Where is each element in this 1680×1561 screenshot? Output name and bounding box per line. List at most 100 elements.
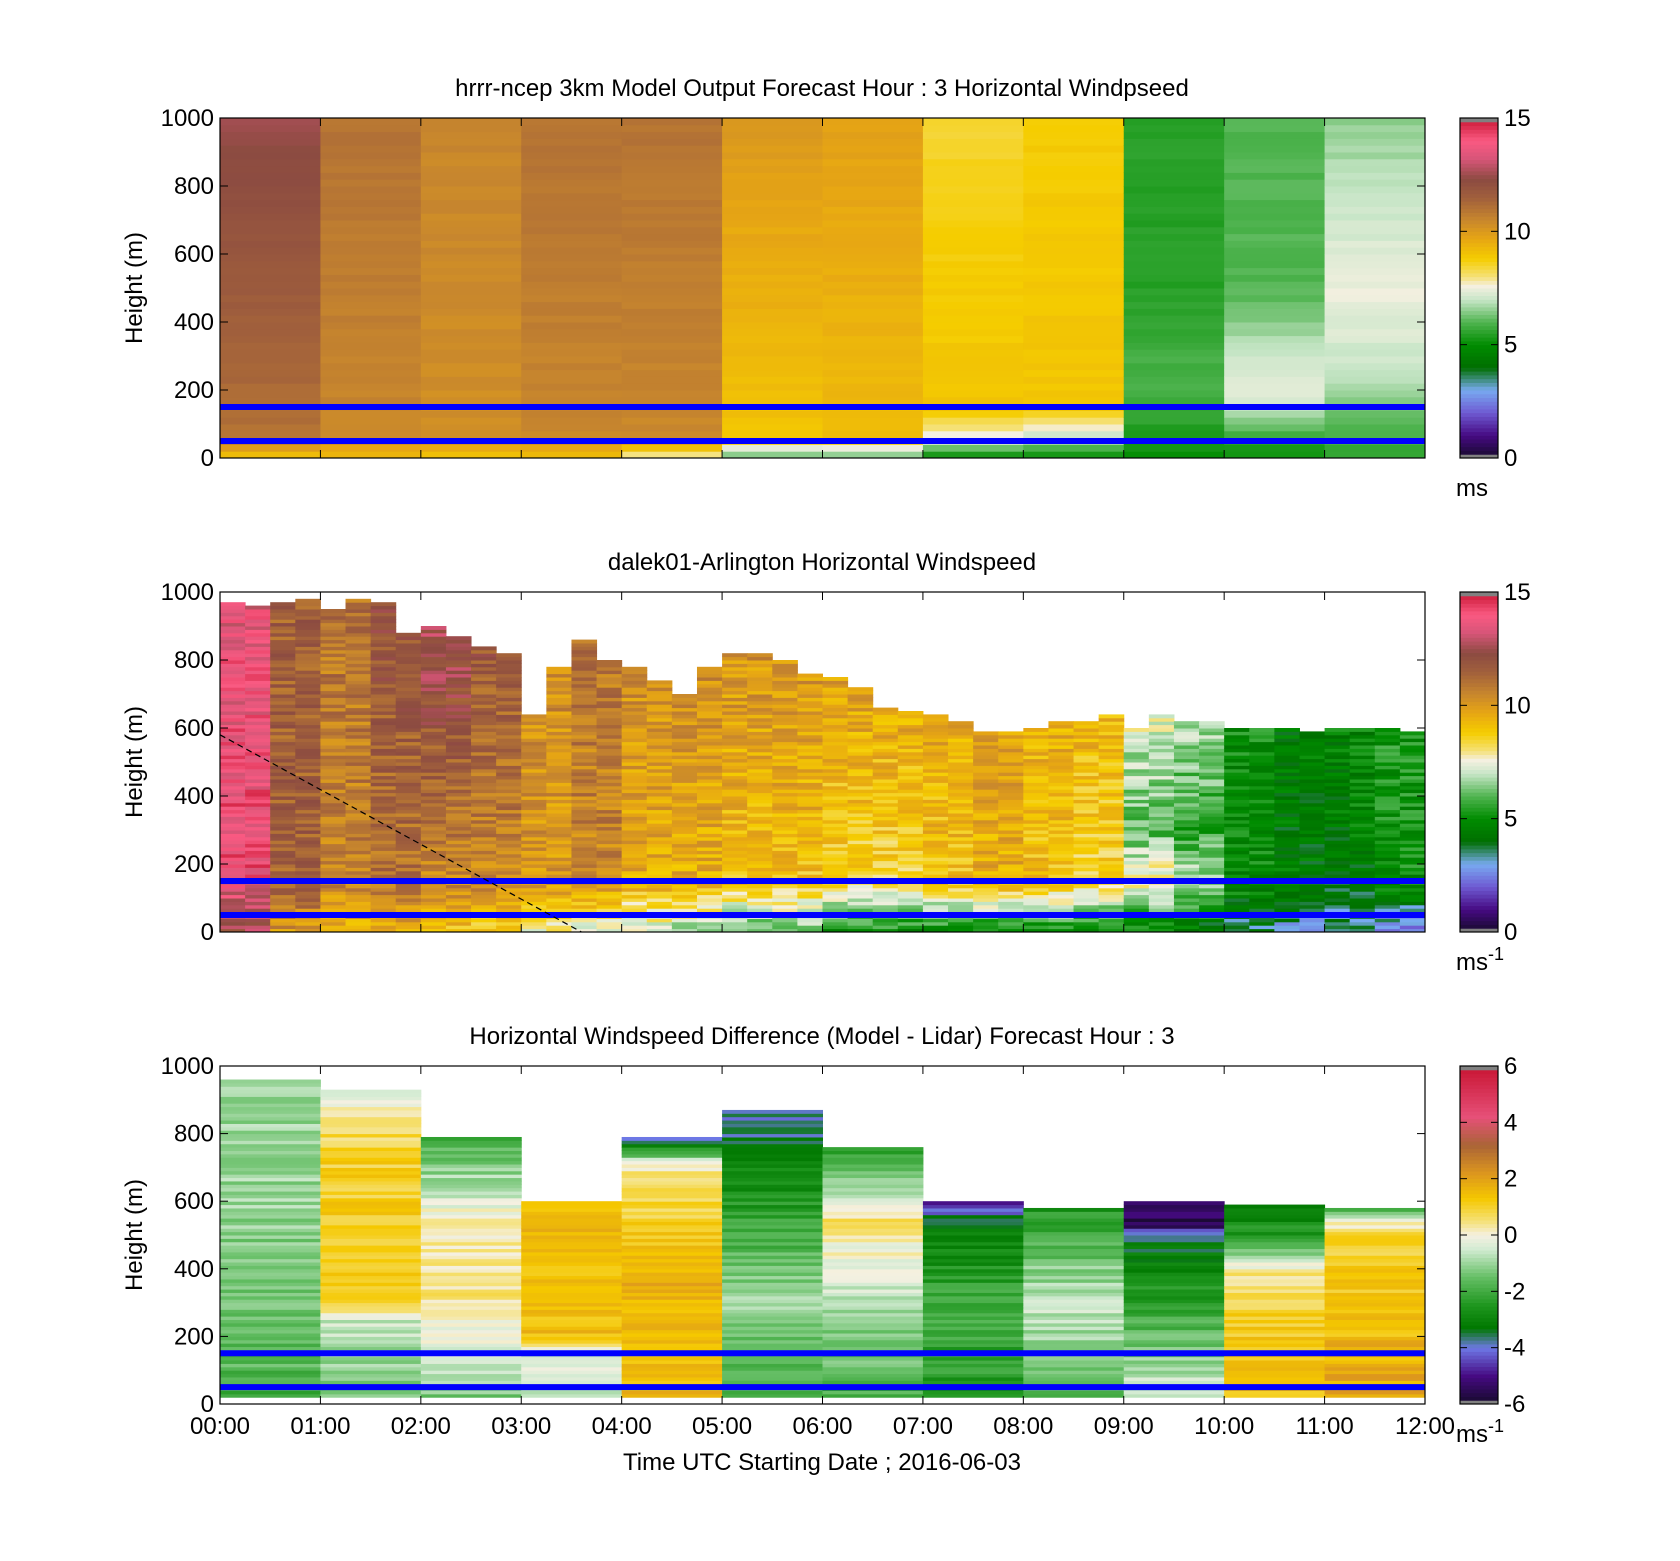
heatmap-cell — [1349, 830, 1376, 834]
heatmap-cell — [646, 823, 673, 828]
heatmap-cell — [320, 328, 422, 337]
heatmap-cell — [420, 1184, 522, 1189]
heatmap-cell — [320, 240, 422, 248]
heatmap-cell — [922, 802, 949, 807]
heatmap-cell — [1098, 904, 1125, 909]
heatmap-cell — [1299, 806, 1326, 811]
heatmap-cell — [1274, 884, 1300, 889]
heatmap-cell — [646, 745, 673, 749]
heatmap-cell — [621, 1319, 723, 1324]
heatmap-cell — [1123, 267, 1225, 275]
heatmap-cell — [471, 887, 497, 892]
heatmap-cell — [270, 904, 296, 909]
heatmap-cell — [320, 714, 347, 719]
colorbar-segment — [1460, 242, 1498, 247]
heatmap-cell — [445, 847, 472, 851]
heatmap-cell — [1073, 874, 1100, 879]
heatmap-cell — [320, 755, 347, 760]
heatmap-cell — [1123, 274, 1225, 282]
heatmap-cell — [295, 840, 321, 845]
heatmap-cell — [722, 1136, 823, 1141]
heatmap-cell — [420, 1339, 522, 1344]
heatmap-cell — [1073, 857, 1100, 862]
heatmap-cell — [722, 741, 748, 746]
heatmap-cell — [245, 775, 271, 780]
heatmap-cell — [420, 410, 522, 418]
heatmap-cell — [1048, 813, 1075, 817]
heatmap-cell — [998, 813, 1024, 817]
heatmap-cell — [772, 755, 798, 760]
heatmap-cell — [546, 738, 572, 743]
heatmap-cell — [1123, 779, 1150, 783]
heatmap-cell — [1249, 901, 1275, 906]
heatmap-cell — [1098, 731, 1125, 736]
heatmap-cell — [1274, 779, 1300, 783]
heatmap-cell — [1224, 908, 1250, 913]
heatmap-cell — [722, 1262, 823, 1266]
heatmap-cell — [646, 870, 673, 875]
heatmap-cell — [1374, 779, 1401, 783]
heatmap-cell — [471, 745, 497, 749]
heatmap-cell — [872, 847, 899, 851]
heatmap-cell — [1374, 792, 1401, 797]
heatmap-cell — [521, 728, 547, 732]
heatmap-cell — [722, 755, 748, 760]
heatmap-cell — [747, 704, 773, 709]
heatmap-cell — [420, 1299, 522, 1304]
heatmap-cell — [1199, 813, 1225, 817]
heatmap-cell — [320, 383, 422, 391]
heatmap-cell — [696, 748, 723, 753]
heatmap-cell — [1073, 785, 1100, 790]
heatmap-cell — [1023, 799, 1049, 804]
heatmap-cell — [1299, 775, 1326, 780]
colorbar-segment — [1460, 446, 1498, 451]
heatmap-cell — [998, 884, 1024, 889]
heatmap-cell — [646, 819, 673, 824]
heatmap-cell — [1023, 186, 1125, 194]
heatmap-cell — [295, 847, 321, 851]
heatmap-cell — [772, 772, 798, 777]
heatmap-cell — [596, 796, 623, 800]
heatmap-cell — [671, 762, 698, 766]
heatmap-cell — [496, 779, 522, 783]
heatmap-cell — [722, 704, 748, 709]
heatmap-cell — [1299, 768, 1326, 773]
heatmap-cell — [320, 687, 347, 692]
heatmap-cell — [847, 792, 874, 797]
heatmap-cell — [1023, 850, 1049, 855]
heatmap-cell — [1249, 857, 1275, 862]
heatmap-cell — [1148, 864, 1175, 868]
heatmap-cell — [420, 745, 447, 749]
heatmap-cell — [772, 792, 798, 797]
heatmap-cell — [220, 765, 246, 770]
heatmap-cell — [496, 755, 522, 760]
heatmap-cell — [621, 904, 648, 909]
heatmap-cell — [797, 728, 823, 732]
colorbar-segment — [1460, 724, 1498, 729]
heatmap-cell — [1399, 779, 1425, 783]
heatmap-cell — [797, 714, 823, 719]
heatmap-cell — [245, 921, 271, 926]
heatmap-cell — [772, 908, 798, 913]
heatmap-cell — [1274, 867, 1300, 872]
heatmap-cell — [1073, 894, 1100, 899]
heatmap-cell — [220, 1295, 321, 1300]
heatmap-cell — [722, 928, 748, 932]
heatmap-cell — [571, 843, 598, 848]
heatmap-cell — [1324, 799, 1351, 804]
heatmap-cell — [1073, 731, 1100, 736]
heatmap-cell — [696, 741, 723, 746]
heatmap-cell — [621, 1174, 723, 1179]
heatmap-cell — [295, 602, 321, 607]
heatmap-cell — [370, 768, 397, 773]
heatmap-cell — [621, 819, 648, 824]
heatmap-cell — [1224, 213, 1326, 221]
heatmap-cell — [521, 1393, 623, 1398]
heatmap-cell — [220, 751, 246, 756]
heatmap-cell — [621, 1268, 723, 1273]
heatmap-cell — [270, 741, 296, 746]
heatmap-cell — [1173, 898, 1200, 902]
heatmap-cell — [722, 884, 748, 889]
heatmap-cell — [847, 789, 874, 794]
heatmap-cell — [747, 792, 773, 797]
